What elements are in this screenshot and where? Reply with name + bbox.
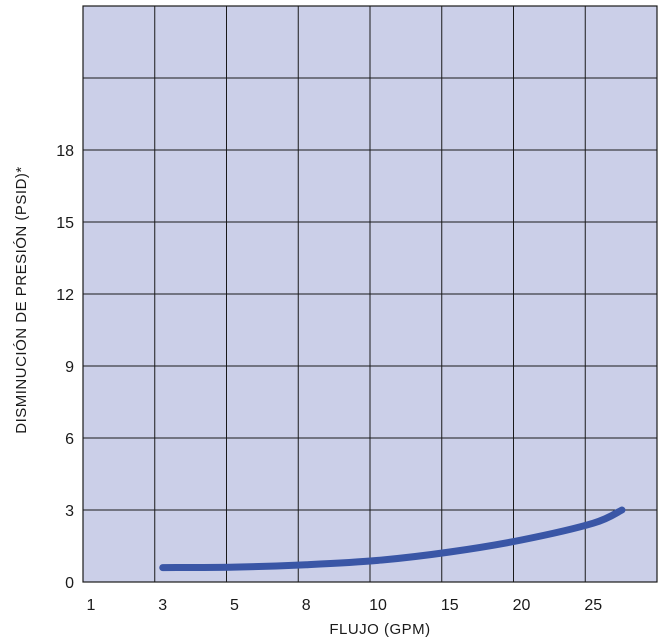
x-tick-label: 8	[302, 597, 311, 614]
y-tick-label: 3	[65, 503, 74, 520]
series-line	[159, 506, 626, 572]
x-tick-label: 15	[441, 597, 459, 614]
y-axis-title: DISMINUCIÓN DE PRESIÓN (PSID)*	[13, 166, 30, 434]
grid	[83, 6, 657, 582]
y-tick-label: 15	[56, 215, 74, 232]
x-tick-label: 1	[87, 597, 96, 614]
y-tick-label: 9	[65, 359, 74, 376]
x-tick-label: 3	[158, 597, 167, 614]
x-tick-label: 25	[584, 597, 602, 614]
y-tick-label: 12	[56, 287, 74, 304]
y-tick-label: 0	[65, 575, 74, 592]
y-tick-label: 6	[65, 431, 74, 448]
x-tick-label: 5	[230, 597, 239, 614]
x-tick-label: 10	[369, 597, 387, 614]
y-tick-label: 18	[56, 143, 74, 160]
x-tick-labels: 1 3 5 8 10 15 20 25	[87, 597, 603, 614]
x-tick-label: 20	[513, 597, 531, 614]
series-group	[159, 506, 626, 572]
y-tick-labels: 0 3 6 9 12 15 18	[56, 143, 74, 592]
x-axis-title: FLUJO (GPM)	[329, 621, 430, 638]
